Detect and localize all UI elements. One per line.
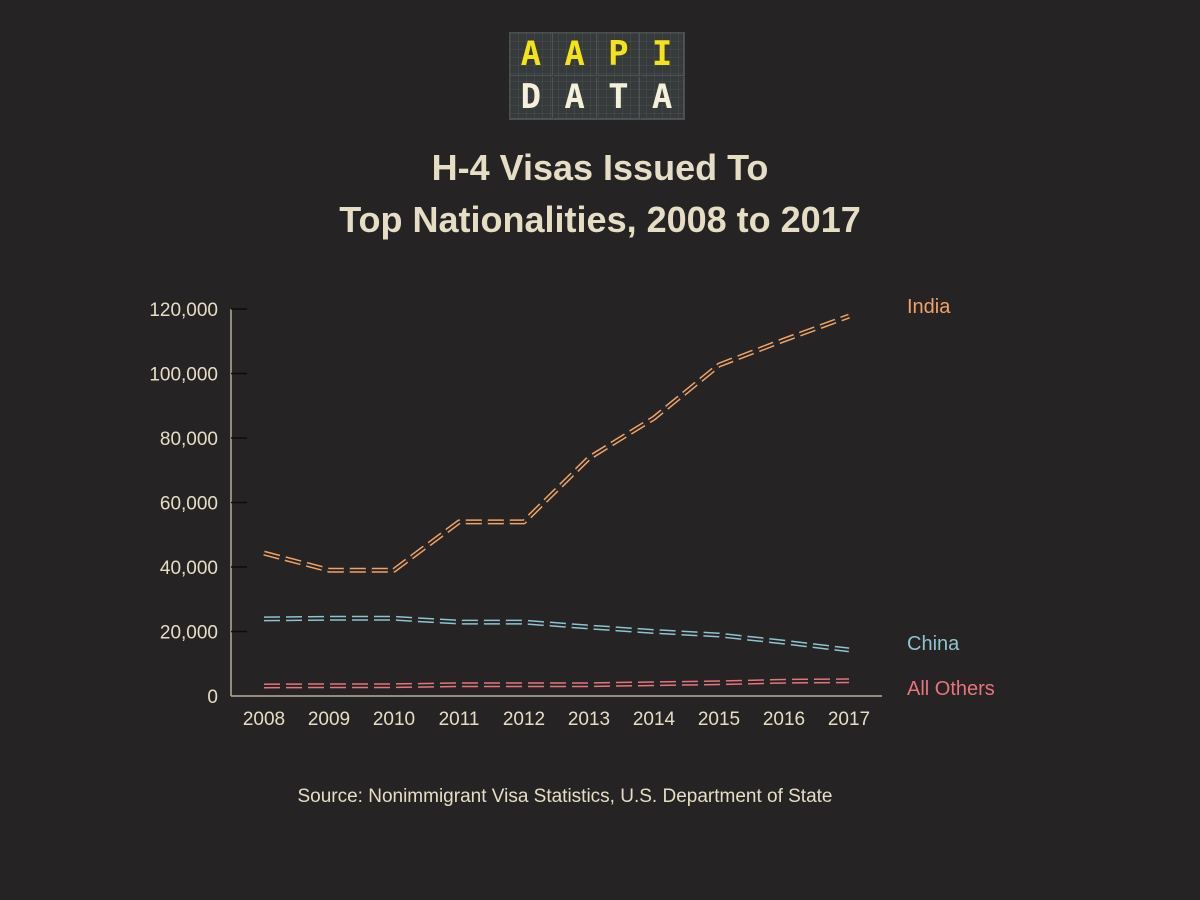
x-axis: 2008 2009 2010 2011 2012 2013 2014 2015 2016 2017	[231, 695, 882, 730]
logo-letter: A	[553, 33, 597, 76]
aapi-data-logo: A A P I D A T A	[509, 32, 685, 120]
x-tick-label: 2013	[568, 709, 610, 730]
x-tick-label: 2015	[698, 709, 740, 730]
y-tick-label: 60,000	[160, 494, 218, 515]
series-label: China	[907, 633, 960, 655]
series-line-china	[263, 615, 850, 653]
y-axis: 0 20,000 40,000 60,000 80,000 100,000 120,000	[149, 300, 247, 708]
x-tick-label: 2008	[243, 709, 285, 730]
series-label: India	[907, 296, 951, 318]
x-tick-label: 2012	[503, 709, 545, 730]
logo-letter: A	[553, 76, 597, 119]
x-tick-label: 2010	[373, 709, 415, 730]
y-tick-label: 80,000	[160, 429, 218, 450]
source-note: Source: Nonimmigrant Visa Statistics, U.…	[297, 786, 833, 807]
y-tick-label: 0	[207, 687, 218, 708]
logo-letter: D	[510, 76, 553, 119]
chart-title-line-1: H-4 Visas Issued To	[431, 147, 769, 188]
x-tick-label: 2016	[763, 709, 805, 730]
series-label: All Others	[907, 678, 995, 700]
y-tick-label: 120,000	[149, 300, 218, 321]
y-tick-label: 20,000	[160, 623, 218, 644]
y-tick-label: 100,000	[149, 365, 218, 386]
x-tick-label: 2017	[828, 709, 870, 730]
logo-letter: A	[641, 76, 684, 119]
logo-letter: A	[510, 33, 553, 76]
series-line-india	[263, 313, 850, 573]
logo-letter: I	[641, 33, 684, 76]
series-lines	[263, 313, 850, 689]
x-tick-label: 2011	[439, 709, 480, 730]
logo-letter: T	[597, 76, 641, 119]
x-tick-label: 2014	[633, 709, 676, 730]
series-line-all-others	[263, 678, 850, 689]
series-labels: India China All Others	[907, 296, 995, 700]
logo-letter: P	[597, 33, 641, 76]
x-tick-label: 2009	[308, 709, 350, 730]
y-tick-label: 40,000	[160, 558, 218, 579]
chart-title-line-2: Top Nationalities, 2008 to 2017	[339, 199, 861, 240]
chart-title: H-4 Visas Issued To Top Nationalities, 2…	[0, 142, 1200, 246]
